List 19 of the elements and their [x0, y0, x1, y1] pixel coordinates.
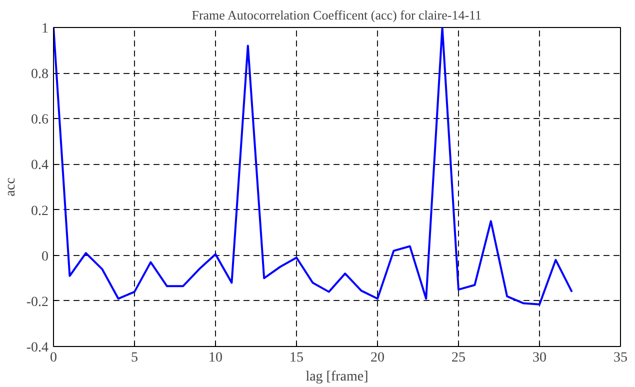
y-tick-label: 0 [42, 249, 48, 264]
x-tick-label: 25 [452, 350, 466, 366]
x-tick-label: 30 [532, 350, 546, 366]
y-tick-label: 1 [42, 22, 48, 36]
x-tick-label: 15 [290, 350, 304, 366]
y-tick-label: -0.4 [26, 340, 49, 356]
x-tick-label: 20 [370, 350, 384, 366]
x-tick-label: 5 [131, 350, 138, 366]
x-axis-title: lag [frame] [306, 370, 368, 384]
chart-title: Frame Autocorrelation Coefficent (acc) for claire-14-11 [192, 8, 482, 22]
y-tick-label: 0.2 [31, 204, 48, 219]
y-tick-label: 0.8 [31, 67, 48, 82]
line-series [54, 28, 573, 306]
y-tick-label: 0.6 [31, 112, 48, 128]
y-axis-title: acc [3, 178, 18, 196]
x-tick-label: 35 [614, 350, 628, 366]
y-tick-label: 0.4 [31, 158, 48, 174]
x-tick-label: 10 [208, 350, 222, 366]
y-tick-label: -0.2 [26, 294, 49, 310]
